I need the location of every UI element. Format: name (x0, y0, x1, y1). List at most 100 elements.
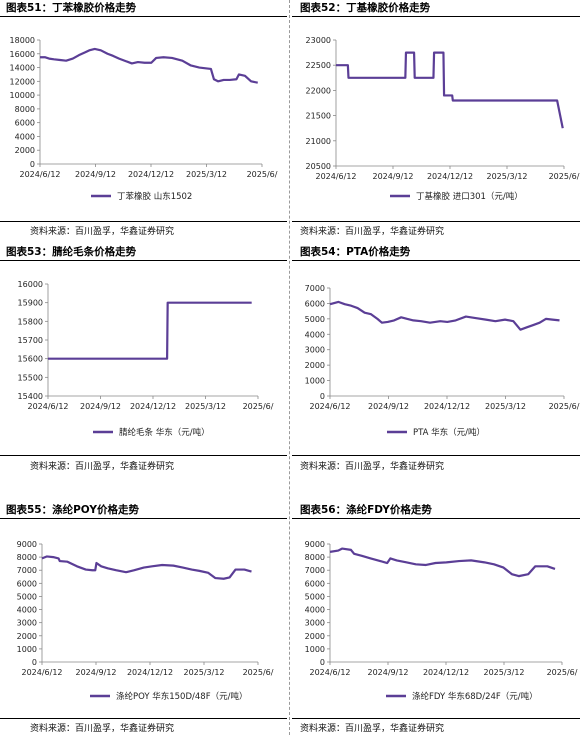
legend-label: 涤纶POY 华东150D/48F（元/吨） (116, 691, 247, 702)
source-rule (0, 718, 287, 719)
y-tick-label: 3000 (17, 619, 37, 628)
figure-title-52: 图表52：丁基橡胶价格走势 (300, 2, 431, 14)
source-note: 资料来源：百川盈孚，华鑫证券研究 (30, 227, 175, 237)
x-tick-label: 2025/6/ (243, 402, 274, 411)
figure-title-54: 图表54：PTA价格走势 (300, 246, 411, 258)
y-tick-label: 16000 (10, 50, 35, 59)
x-tick-label: 2024/6/12 (21, 668, 62, 677)
y-tick-label: 5000 (17, 592, 37, 601)
y-tick-label: 4000 (17, 606, 37, 615)
y-tick-label: 15600 (18, 355, 43, 364)
source-note: 资料来源：百川盈孚，华鑫证券研究 (300, 724, 445, 734)
series-line (41, 555, 252, 580)
y-tick-label: 15500 (18, 373, 43, 382)
x-tick-label: 2024/6/12 (315, 172, 356, 181)
x-tick-label: 2024/9/12 (75, 668, 116, 677)
y-tick-label: 16000 (18, 280, 43, 289)
chart-54: 0 1000 2000 3000 4000 5000 6000 7000 2024/6/12 20… (305, 284, 580, 438)
figure-title-53: 图表53：腈纶毛条价格走势 (6, 246, 137, 258)
y-tick-label: 6000 (305, 579, 325, 588)
series-line (336, 51, 564, 129)
x-tick-label: 2024/12/12 (130, 402, 176, 411)
figure-title-55: 图表55：涤纶POY价格走势 (6, 504, 139, 516)
source-note: 资料来源：百川盈孚，华鑫证券研究 (300, 227, 445, 237)
y-tick-label: 6000 (305, 299, 325, 308)
y-tick-label: 15700 (18, 336, 43, 345)
source-note: 资料来源：百川盈孚，华鑫证券研究 (300, 462, 445, 472)
y-tick-label: 22500 (306, 61, 331, 70)
y-tick-label: 8000 (305, 553, 325, 562)
series-line (48, 301, 252, 360)
y-tick-label: 0 (320, 392, 325, 401)
y-tick-label: 9000 (305, 540, 325, 549)
x-tick-label: 2025/6/ (247, 170, 278, 179)
x-tick-label: 2024/12/12 (128, 170, 174, 179)
x-tick-label: 2025/6/ (549, 172, 580, 181)
y-tick-label: 10000 (10, 91, 35, 100)
y-tick-label: 6000 (17, 579, 37, 588)
legend-label: 丁基橡胶 进口301（元/吨） (416, 191, 523, 202)
source-rule (292, 718, 580, 719)
y-tick-label: 4000 (305, 330, 325, 339)
x-tick-label: 2025/6/ (243, 668, 274, 677)
y-tick-label: 1000 (17, 645, 37, 654)
figure-title-51: 图表51：丁苯橡胶价格走势 (6, 2, 137, 14)
chart-55: 0 1000 2000 3000 4000 5000 6000 7000 8000 9000 202… (17, 540, 274, 702)
y-tick-label: 8000 (17, 553, 37, 562)
source-rule (292, 221, 580, 222)
title-rule (292, 16, 580, 17)
y-tick-label: 2000 (305, 361, 325, 370)
y-tick-label: 3000 (305, 619, 325, 628)
x-tick-label: 2024/12/12 (424, 402, 470, 411)
x-tick-label: 2024/9/12 (372, 172, 413, 181)
y-tick-label: 3000 (305, 346, 325, 355)
y-tick-label: 18000 (10, 36, 35, 45)
y-tick-label: 20500 (306, 162, 331, 171)
y-tick-label: 21000 (306, 137, 331, 146)
x-tick-label: 2024/6/12 (309, 668, 350, 677)
x-tick-label: 2024/12/12 (127, 668, 173, 677)
x-tick-label: 2024/9/12 (367, 668, 408, 677)
y-tick-label: 7000 (305, 566, 325, 575)
y-tick-label: 7000 (305, 284, 325, 293)
title-rule (0, 518, 287, 519)
y-tick-label: 1000 (305, 645, 325, 654)
series-line (40, 47, 258, 84)
title-rule (0, 16, 287, 17)
y-tick-label: 23000 (306, 36, 331, 45)
y-tick-label: 4000 (15, 132, 35, 141)
y-tick-label: 9000 (17, 540, 37, 549)
chart-51: 0 2000 4000 6000 8000 10000 12000 14000 16000 180… (10, 36, 278, 202)
source-rule (292, 455, 580, 456)
chart-52: 20500 21000 21500 22000 22500 23000 2024/6/12 2… (306, 36, 580, 202)
x-tick-label: 2025/6/ (547, 668, 578, 677)
y-tick-label: 2000 (305, 632, 325, 641)
y-tick-label: 0 (320, 658, 325, 667)
legend-label: 涤纶FDY 华东68D/24F（元/吨） (412, 691, 538, 702)
series-line (329, 547, 556, 578)
x-tick-label: 2024/12/12 (423, 668, 469, 677)
y-tick-label: 4000 (305, 606, 325, 615)
y-tick-label: 0 (30, 160, 35, 169)
y-tick-label: 5000 (305, 315, 325, 324)
column-divider (289, 0, 290, 735)
y-tick-label: 2000 (17, 632, 37, 641)
x-tick-label: 2024/6/12 (309, 402, 350, 411)
y-tick-label: 12000 (10, 77, 35, 86)
legend-label: 丁苯橡胶 山东1502 (117, 191, 192, 202)
figure-title-56: 图表56：涤纶FDY价格走势 (300, 504, 432, 516)
y-tick-label: 14000 (10, 64, 35, 73)
x-tick-label: 2025/6/ (549, 402, 580, 411)
x-tick-label: 2025/3/12 (186, 170, 227, 179)
source-note: 资料来源：百川盈孚，华鑫证券研究 (30, 724, 175, 734)
x-tick-label: 2024/9/12 (75, 170, 116, 179)
y-tick-label: 22000 (306, 86, 331, 95)
legend-label: 腈纶毛条 华东（元/吨） (119, 427, 210, 438)
y-tick-label: 0 (32, 658, 37, 667)
legend-label: PTA 华东（元/吨） (413, 427, 485, 438)
x-tick-label: 2025/3/12 (485, 402, 526, 411)
y-tick-label: 2000 (15, 146, 35, 155)
x-tick-label: 2024/6/12 (19, 170, 60, 179)
chart-53: 15400 15500 15600 15700 15800 15900 16000 2024/… (18, 280, 274, 438)
x-tick-label: 2024/12/12 (427, 172, 473, 181)
